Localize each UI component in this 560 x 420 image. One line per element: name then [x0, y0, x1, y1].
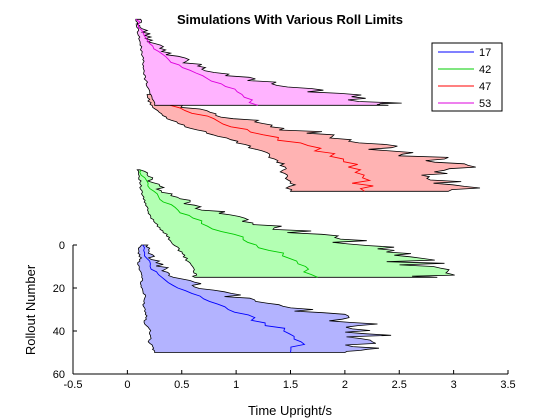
- x-tick-label: 2.5: [392, 379, 407, 391]
- x-tick-label: 0: [124, 379, 130, 391]
- band-42: [136, 169, 455, 278]
- mean-line-42: [139, 169, 318, 278]
- y-tick-label: 0: [59, 240, 65, 252]
- legend-label-42: 42: [479, 64, 491, 76]
- y-axis-ticks: 0 20 40 60: [53, 240, 77, 381]
- series-bands: [135, 18, 481, 353]
- x-tick-label: 2: [342, 379, 348, 391]
- band-17: [137, 244, 392, 353]
- mean-line-17: [142, 244, 306, 353]
- legend: 17 42 47 53: [431, 42, 503, 112]
- y-axis-label: Rollout Number: [23, 264, 38, 355]
- x-tick-label: 0.5: [174, 379, 189, 391]
- legend-entries: 17 42 47 53: [438, 47, 491, 110]
- chart-title: Simulations With Various Roll Limits: [177, 12, 403, 27]
- legend-label-53: 53: [479, 98, 491, 110]
- x-axis-ticks: -0.5 0 0.5 1 1.5 2 2.5 3 3.5: [64, 370, 516, 391]
- y-tick-label: 20: [53, 283, 65, 295]
- y-tick-label: 60: [53, 369, 65, 381]
- y-tick-label: 40: [53, 326, 65, 338]
- x-tick-label: 3.5: [500, 379, 515, 391]
- x-axis-label: Time Upright/s: [248, 403, 333, 418]
- legend-label-17: 17: [479, 47, 491, 59]
- legend-label-47: 47: [479, 81, 491, 93]
- band-47: [146, 94, 481, 192]
- x-tick-label: 3: [451, 379, 457, 391]
- mean-line-47: [150, 94, 374, 192]
- x-tick-label: -0.5: [64, 379, 83, 391]
- x-tick-label: 1: [233, 379, 239, 391]
- x-tick-label: 1.5: [283, 379, 298, 391]
- legend-box: [431, 42, 503, 112]
- band-53: [135, 18, 402, 106]
- mean-line-53: [135, 18, 259, 106]
